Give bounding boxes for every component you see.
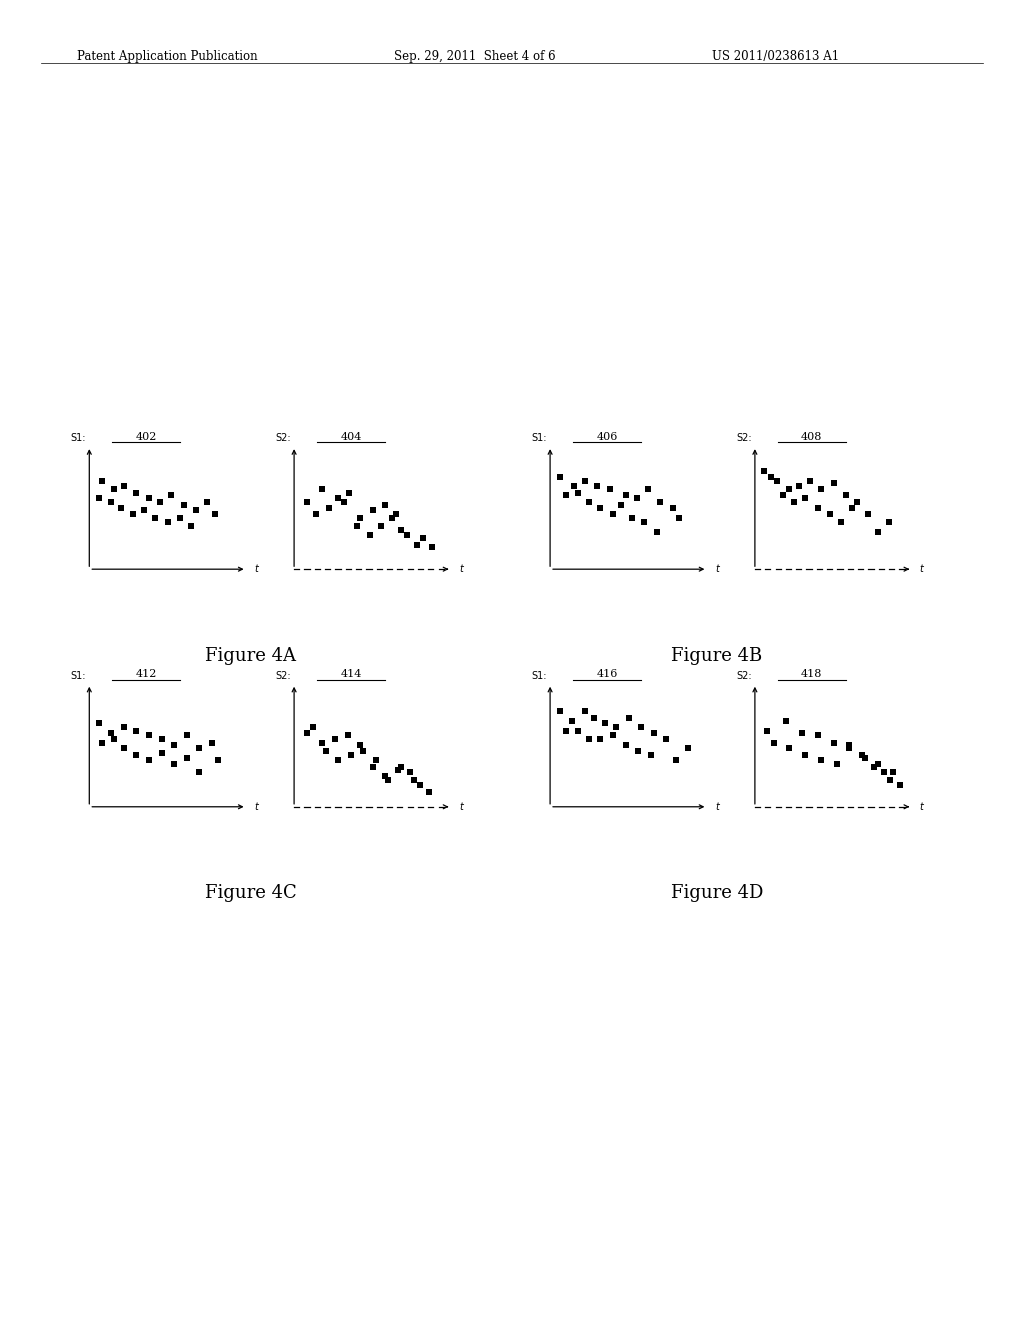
Text: S2:: S2: <box>736 671 752 681</box>
Text: S1:: S1: <box>71 671 86 681</box>
Text: t: t <box>920 564 924 574</box>
Text: 408: 408 <box>801 432 822 442</box>
Text: S2:: S2: <box>736 433 752 444</box>
Text: t: t <box>715 564 719 574</box>
Text: 404: 404 <box>340 432 361 442</box>
Text: S1:: S1: <box>71 433 86 444</box>
Text: Sep. 29, 2011  Sheet 4 of 6: Sep. 29, 2011 Sheet 4 of 6 <box>394 50 556 63</box>
Text: Figure 4C: Figure 4C <box>205 884 297 903</box>
Text: Patent Application Publication: Patent Application Publication <box>77 50 257 63</box>
Text: S2:: S2: <box>275 433 291 444</box>
Text: 418: 418 <box>801 669 822 680</box>
Text: t: t <box>459 564 463 574</box>
Text: t: t <box>920 801 924 812</box>
Text: 412: 412 <box>135 669 157 680</box>
Text: 414: 414 <box>340 669 361 680</box>
Text: 416: 416 <box>596 669 617 680</box>
Text: S1:: S1: <box>531 671 547 681</box>
Text: US 2011/0238613 A1: US 2011/0238613 A1 <box>712 50 839 63</box>
Text: t: t <box>254 564 258 574</box>
Text: Figure 4D: Figure 4D <box>671 884 763 903</box>
Text: t: t <box>254 801 258 812</box>
Text: Figure 4B: Figure 4B <box>671 647 763 665</box>
Text: 406: 406 <box>596 432 617 442</box>
Text: t: t <box>459 801 463 812</box>
Text: S2:: S2: <box>275 671 291 681</box>
Text: t: t <box>715 801 719 812</box>
Text: 402: 402 <box>135 432 157 442</box>
Text: Figure 4A: Figure 4A <box>206 647 296 665</box>
Text: S1:: S1: <box>531 433 547 444</box>
